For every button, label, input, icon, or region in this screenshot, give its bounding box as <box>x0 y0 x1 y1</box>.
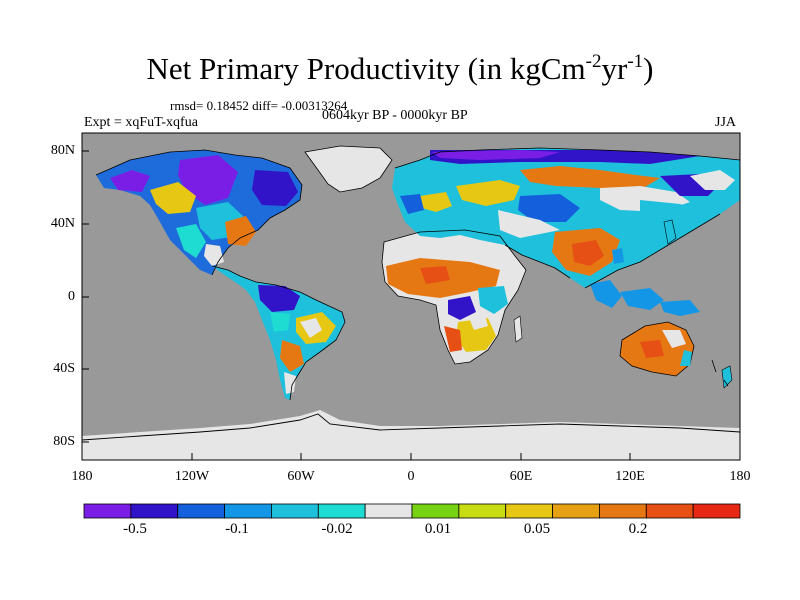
axis-ticks <box>81 150 741 460</box>
land-greenland <box>304 145 393 193</box>
y-tick-0: 0 <box>68 289 75 304</box>
y-tick-80n: 80N <box>50 143 75 158</box>
x-tick-180w: 180 <box>71 469 93 484</box>
x-tick-60e: 60E <box>509 469 533 484</box>
colorbar-box-10 <box>505 503 553 519</box>
colorbar-box-2 <box>130 503 179 519</box>
colorbar-label-2: -0.1 <box>225 521 249 537</box>
land-southeast-asia <box>590 280 700 316</box>
colorbar-box-11 <box>552 503 600 519</box>
land-antarctica <box>82 410 740 460</box>
map-title: Net Primary Productivity (in kgCm-2yr-1) <box>146 51 654 86</box>
land-south-america <box>212 266 345 400</box>
colorbar-box-9 <box>458 503 507 519</box>
colorbar-box-12 <box>599 503 647 519</box>
season-label: JJA <box>715 115 737 130</box>
colorbar-box-4 <box>224 503 272 519</box>
y-tick-40s: 40S <box>53 361 75 376</box>
y-tick-40n: 40N <box>50 216 75 231</box>
colorbar-box-3 <box>177 503 225 519</box>
colorbar-label-6: 0.2 <box>628 521 648 537</box>
colorbar-label-4: 0.01 <box>424 521 452 537</box>
x-tick-60w: 60W <box>287 469 315 484</box>
y-tick-80s: 80S <box>53 434 75 449</box>
stats-text: rmsd= 0.18452 diff= -0.00313264 <box>170 98 348 113</box>
colorbar-box-8 <box>411 503 460 519</box>
colorbar-box-6 <box>317 503 366 519</box>
colorbar-box-7 <box>364 503 413 519</box>
colorbar <box>83 503 741 519</box>
colorbar-box-13 <box>645 503 694 519</box>
x-tick-120e: 120E <box>615 469 645 484</box>
x-tick-180e: 180 <box>729 469 751 484</box>
colorbar-box-1 <box>83 503 132 519</box>
period-label: 0604kyr BP - 0000kyr BP <box>322 108 468 123</box>
experiment-label: Expt = xqFuT-xqfua <box>84 115 198 130</box>
colorbar-box-5 <box>271 503 319 519</box>
colorbar-label-1: -0.5 <box>123 521 147 537</box>
colorbar-label-3: -0.02 <box>321 521 353 537</box>
colorbar-box-14 <box>692 503 741 519</box>
x-tick-120w: 120W <box>174 469 210 484</box>
x-tick-0: 0 <box>407 469 415 484</box>
colorbar-label-5: 0.05 <box>523 521 551 537</box>
